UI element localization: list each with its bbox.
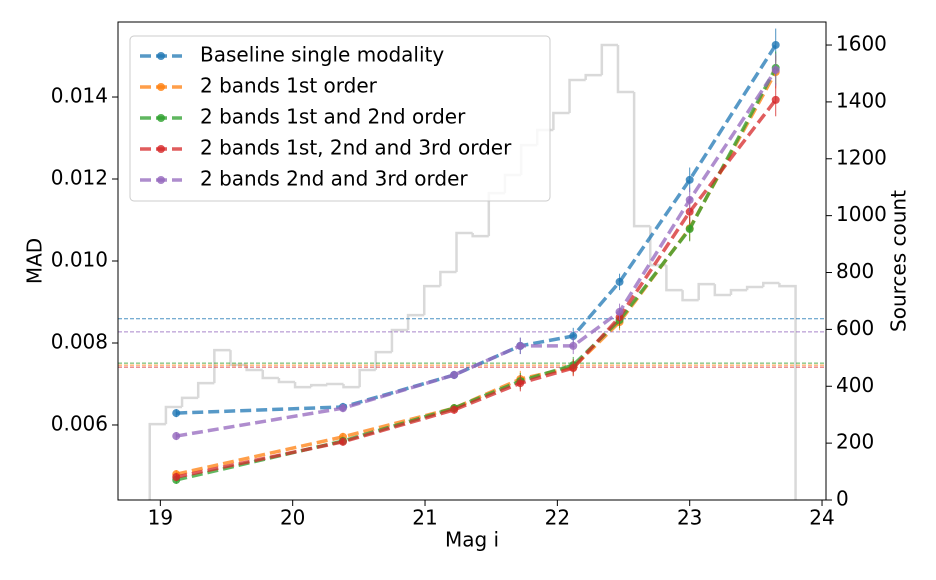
- histogram-step: [745, 285, 764, 291]
- histogram-step: [568, 78, 586, 113]
- histogram-step: [552, 111, 570, 131]
- histogram-step: [422, 284, 441, 316]
- histogram-step: [196, 381, 215, 398]
- series-marker: [771, 95, 780, 104]
- legend-marker: [157, 114, 165, 122]
- x-tick-label: 20: [280, 506, 305, 530]
- series-line: [176, 44, 778, 415]
- series-marker: [771, 40, 780, 49]
- histogram-step: [342, 383, 360, 389]
- histogram-step: [277, 378, 296, 384]
- histogram-step: [406, 313, 425, 330]
- y2-tick-label: 1000: [836, 202, 887, 226]
- histogram-step: [245, 364, 263, 372]
- histogram-step: [374, 350, 392, 371]
- histogram-step: [697, 282, 715, 301]
- series-marker: [172, 432, 181, 441]
- histogram-step: [180, 396, 199, 408]
- y2-tick-label: 1200: [836, 145, 887, 169]
- x-tick-label: 22: [545, 506, 570, 530]
- histogram-step: [665, 265, 683, 292]
- y2-tick-label: 200: [836, 430, 874, 454]
- histogram-step: [762, 281, 780, 288]
- histogram-step: [213, 348, 231, 384]
- series-marker: [685, 195, 694, 204]
- series-marker: [338, 404, 347, 413]
- y2-tick-label: 0: [836, 487, 849, 511]
- y2-tick-label: 1600: [836, 32, 887, 56]
- legend-label: 2 bands 1st order: [200, 74, 378, 98]
- legend-marker: [157, 52, 165, 60]
- series-marker: [569, 332, 578, 341]
- histogram-step: [358, 368, 376, 388]
- y-tick-label: 0.006: [51, 411, 108, 435]
- histogram-step: [681, 290, 699, 302]
- histogram-step: [600, 43, 618, 76]
- series-marker: [338, 437, 347, 446]
- histogram-step: [439, 270, 457, 287]
- x-tick-label: 21: [412, 506, 437, 530]
- series-marker: [516, 341, 525, 350]
- histogram-step: [729, 288, 748, 295]
- histogram-step: [390, 328, 409, 353]
- series-marker: [569, 363, 578, 372]
- legend-label: 2 bands 2nd and 3rd order: [200, 167, 468, 191]
- y2-axis-label: Sources count: [887, 190, 911, 332]
- y2-tick-label: 800: [836, 259, 874, 283]
- legend-marker: [157, 145, 165, 153]
- histogram-step: [261, 370, 279, 380]
- series-line: [175, 98, 778, 479]
- series-marker: [615, 277, 624, 286]
- series-marker: [450, 405, 459, 414]
- histogram-step: [326, 382, 344, 386]
- legend-label: Baseline single modality: [200, 43, 444, 67]
- legend-label: 2 bands 1st and 2nd order: [200, 105, 466, 129]
- histogram-step: [148, 422, 166, 500]
- y-axis-label: MAD: [23, 238, 47, 284]
- legend-marker: [157, 176, 165, 184]
- x-tick-label: 19: [148, 506, 173, 530]
- y2-tick-label: 400: [836, 373, 874, 397]
- series-line: [175, 67, 778, 482]
- y2-tick-label: 1400: [836, 88, 887, 112]
- y-tick-label: 0.010: [51, 248, 108, 272]
- series-marker: [516, 379, 525, 388]
- y-tick-label: 0.012: [51, 166, 108, 190]
- histogram-step: [309, 383, 328, 388]
- x-tick-label: 23: [677, 506, 702, 530]
- series-marker: [172, 409, 181, 418]
- histogram-step: [164, 405, 183, 425]
- histogram-step: [584, 73, 602, 81]
- series-line: [175, 68, 778, 438]
- histogram-step: [616, 45, 635, 94]
- series-marker: [685, 175, 694, 184]
- histogram-step: [778, 283, 797, 500]
- series-marker: [450, 370, 459, 379]
- y-tick-label: 0.014: [51, 84, 108, 108]
- series-marker: [569, 341, 578, 350]
- series-marker: [615, 307, 624, 316]
- legend-marker: [157, 83, 165, 91]
- histogram-step: [455, 231, 473, 272]
- y-tick-label: 0.008: [51, 329, 108, 353]
- x-axis-label: Mag i: [445, 528, 499, 552]
- y2-tick-label: 600: [836, 316, 874, 340]
- histogram-step: [293, 381, 312, 389]
- histogram-step: [713, 284, 731, 297]
- series-marker: [172, 473, 181, 482]
- histogram-step: [471, 232, 489, 238]
- series-marker: [771, 65, 780, 74]
- legend-box: [129, 35, 551, 202]
- x-tick-label: 24: [809, 506, 834, 530]
- legend-label: 2 bands 1st, 2nd and 3rd order: [200, 136, 512, 160]
- series-marker: [685, 225, 694, 234]
- histogram-step: [632, 91, 651, 228]
